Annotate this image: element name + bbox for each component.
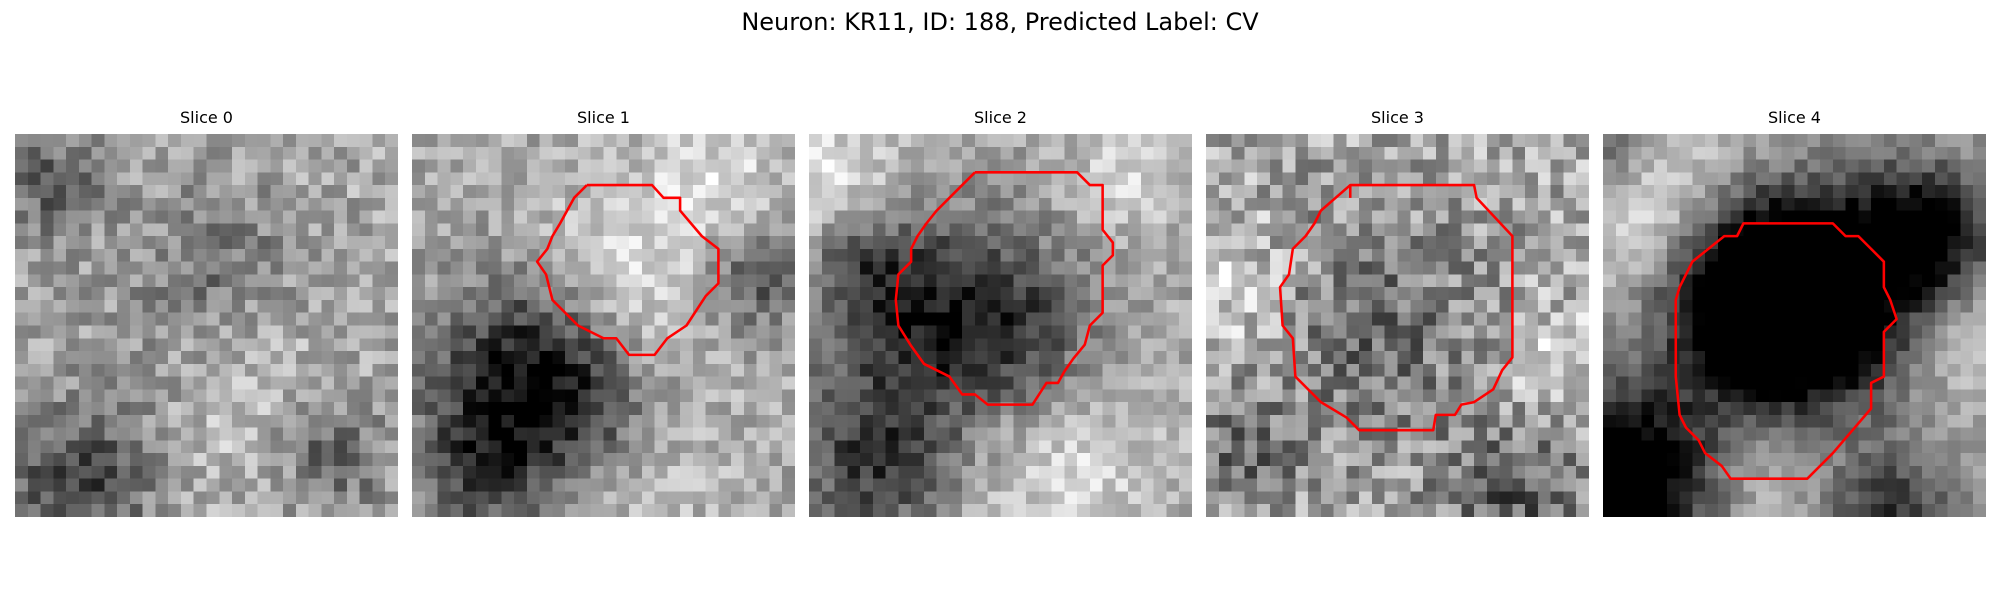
slice-pixels-2 [809,134,1192,517]
slice-title-4: Slice 4 [1768,108,1821,127]
slice-title-3: Slice 3 [1371,108,1424,127]
slice-title-2: Slice 2 [974,108,1027,127]
slice-panel-3: Slice 3 [1206,104,1589,520]
roi-outline-2 [894,171,1115,406]
slice-panel-0: Slice 0 [15,104,398,520]
slice-image-0 [15,134,398,517]
figure-title: Neuron: KR11, ID: 188, Predicted Label: … [741,8,1259,36]
slice-pixels-1 [412,134,795,517]
slice-panel-4: Slice 4 [1603,104,1986,520]
roi-outline-1 [535,183,720,357]
slice-panel-2: Slice 2 [809,104,1192,520]
slice-panel-1: Slice 1 [412,104,795,520]
slice-pixels-3 [1206,134,1589,517]
slice-title-0: Slice 0 [180,108,233,127]
slice-pixels-4 [1603,134,1986,517]
roi-outline-4 [1674,222,1898,480]
slice-title-1: Slice 1 [577,108,630,127]
slice-image-2 [809,134,1192,517]
slice-image-4 [1603,134,1986,517]
slice-image-1 [412,134,795,517]
roi-outline-3 [1278,183,1514,432]
slice-pixels-0 [15,134,398,517]
slice-image-3 [1206,134,1589,517]
